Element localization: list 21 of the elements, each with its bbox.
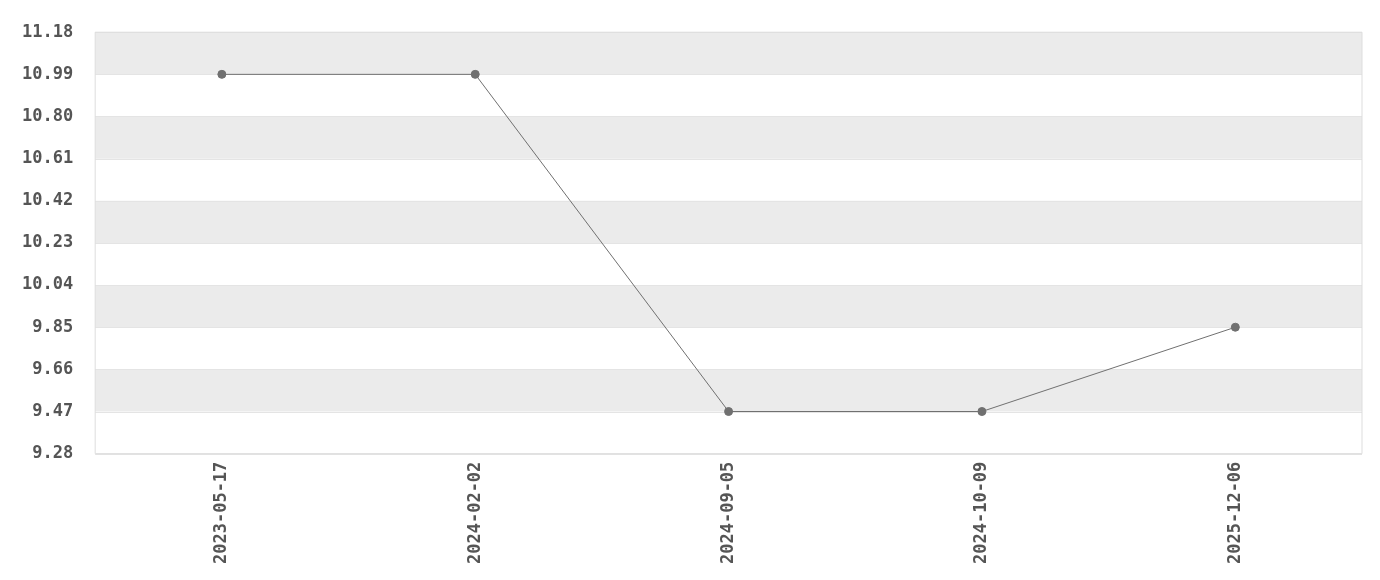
y-tick-label: 10.23 bbox=[21, 231, 74, 252]
point bbox=[1230, 322, 1240, 332]
y-tick-label: 10.61 bbox=[21, 147, 74, 168]
y-tick-label: 9.85 bbox=[32, 315, 74, 336]
y-tick-label: 9.28 bbox=[32, 442, 74, 463]
y-tick-label: 10.99 bbox=[21, 62, 74, 83]
point bbox=[470, 69, 480, 79]
point bbox=[977, 407, 987, 417]
point bbox=[217, 69, 227, 79]
y-tick-label: 11.18 bbox=[21, 20, 74, 41]
x-tick-label: 2024-10-09 bbox=[970, 461, 991, 565]
point bbox=[724, 407, 734, 417]
x-tick-label: 2024-02-02 bbox=[463, 461, 484, 565]
x-tick-label: 2023-05-17 bbox=[210, 461, 231, 565]
y-tick-label: 10.04 bbox=[21, 273, 74, 294]
y-tick-label: 9.47 bbox=[32, 399, 74, 420]
x-tick-label: 2024-09-05 bbox=[717, 461, 738, 565]
y-tick-label: 10.42 bbox=[21, 189, 74, 210]
x-tick-label: 2025-12-06 bbox=[1223, 461, 1244, 565]
y-tick-label: 9.66 bbox=[32, 357, 74, 378]
y-tick-label: 10.80 bbox=[21, 104, 74, 125]
